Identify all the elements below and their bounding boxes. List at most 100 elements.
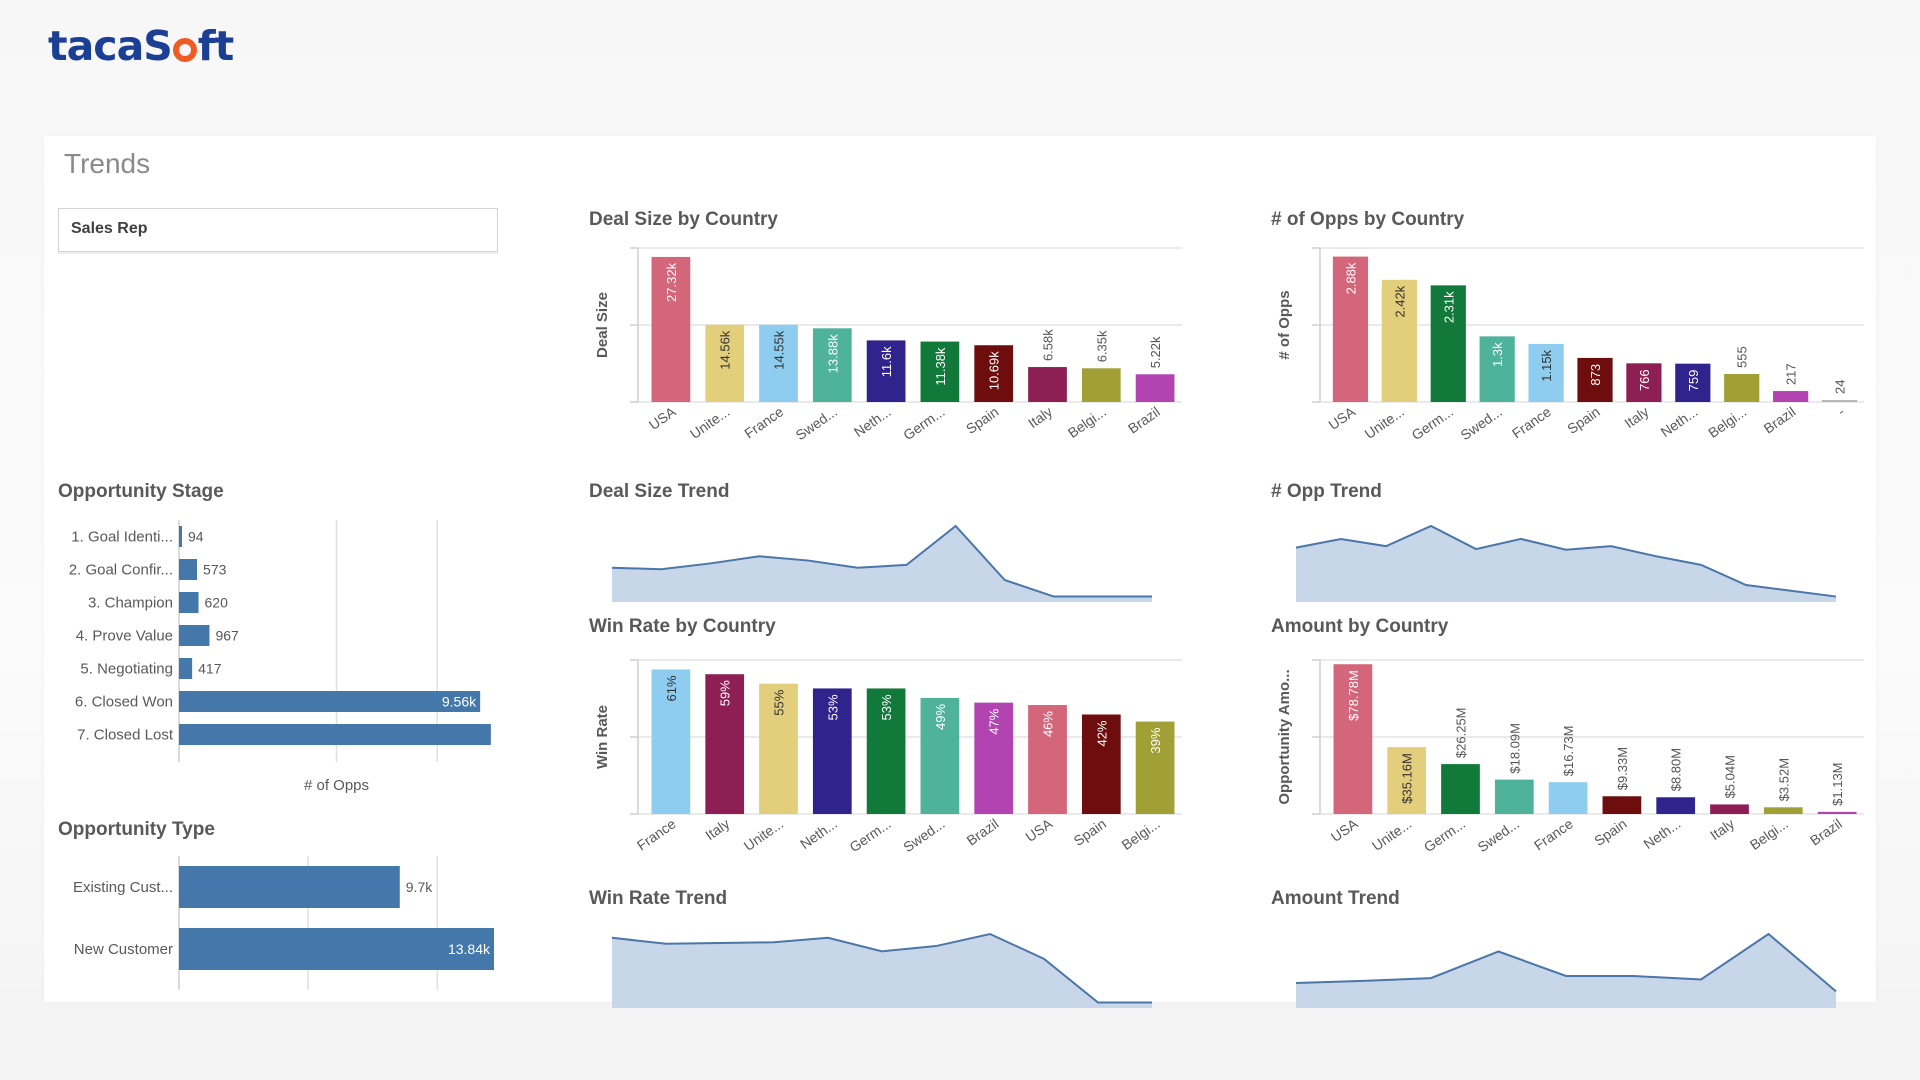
opportunity-type-chart[interactable]: Existing Cust... 9.7k New Customer 13.84k bbox=[58, 854, 518, 994]
data-label: 13.84k bbox=[448, 941, 491, 957]
x-tick-label: Neth... bbox=[1640, 815, 1683, 852]
data-label: 14.55k bbox=[772, 330, 787, 370]
bar-6 bbox=[920, 341, 960, 402]
data-label: 11.38k bbox=[933, 347, 948, 386]
bar-6 bbox=[179, 691, 481, 712]
opps-by-country-chart[interactable]: # of Opps 2.88k USA 2.42k Unite... 2.31k Germ.… bbox=[1268, 236, 1868, 450]
data-label: 555 bbox=[1735, 346, 1750, 368]
data-label: $5.04M bbox=[1723, 755, 1738, 798]
sales-rep-filter[interactable]: Sales Rep bbox=[58, 208, 498, 252]
data-label: $78.78M bbox=[1346, 670, 1361, 721]
x-tick-label: USA bbox=[1325, 403, 1358, 433]
x-tick-label: Brazil bbox=[1125, 403, 1163, 436]
category-label: Existing Cust... bbox=[73, 879, 173, 896]
x-tick-label: Belgi... bbox=[1747, 815, 1791, 853]
data-label: $35.16M bbox=[1400, 753, 1415, 804]
data-label: $18.09M bbox=[1507, 723, 1522, 774]
bar-1 bbox=[651, 256, 691, 402]
data-label: 5.22k bbox=[1148, 336, 1163, 368]
opportunity-stage-chart[interactable]: 1. Goal Identi... 94 2. Goal Confir... 573 3… bbox=[58, 518, 518, 808]
trend-line bbox=[1295, 524, 1837, 598]
logo-ring-icon bbox=[172, 38, 197, 62]
x-tick-label: Italy bbox=[1707, 815, 1737, 843]
opp-trend-chart[interactable] bbox=[1295, 516, 1844, 602]
opportunity-type-title: Opportunity Type bbox=[58, 819, 215, 840]
data-label: 24 bbox=[1833, 380, 1848, 394]
x-tick-label: France bbox=[1509, 403, 1554, 441]
bar-2 bbox=[1381, 279, 1417, 402]
x-tick-label: Germ... bbox=[1409, 403, 1456, 443]
trend-area bbox=[612, 526, 1152, 602]
x-tick-label: Unite... bbox=[687, 403, 733, 442]
x-tick-label: Brazil bbox=[1807, 815, 1845, 848]
x-tick-label: USA bbox=[1328, 815, 1361, 845]
x-tick-label: Brazil bbox=[964, 815, 1002, 848]
deal-size-trend-chart[interactable] bbox=[611, 516, 1160, 602]
deal-size-trend-title: Deal Size Trend bbox=[589, 481, 730, 502]
y-axis-label: # of Opps bbox=[1276, 290, 1293, 359]
x-tick-label: Swed... bbox=[1457, 403, 1504, 443]
x-tick-label: Belgi... bbox=[1065, 403, 1109, 441]
bar-1 bbox=[651, 669, 691, 814]
data-label: 42% bbox=[1094, 720, 1109, 746]
bar-8 bbox=[1028, 705, 1067, 814]
filter-label: Sales Rep bbox=[71, 220, 148, 237]
data-label: 53% bbox=[825, 694, 840, 720]
category-label: 6. Closed Won bbox=[75, 694, 173, 711]
data-label: 61% bbox=[664, 675, 679, 701]
y-axis-label: Win Rate bbox=[594, 705, 611, 769]
data-label: 967 bbox=[215, 628, 239, 644]
bar-2 bbox=[179, 928, 494, 970]
data-label: $16.73M bbox=[1561, 726, 1576, 777]
bar-5 bbox=[866, 340, 906, 402]
bar-3 bbox=[759, 683, 798, 814]
data-label: 11.6k bbox=[879, 346, 894, 377]
data-label: 217 bbox=[1784, 363, 1799, 385]
y-axis-label: Deal Size bbox=[594, 292, 611, 358]
x-tick-label: Unite... bbox=[1362, 403, 1408, 442]
data-label: 2.42k bbox=[1392, 285, 1407, 317]
win-rate-trend-chart[interactable] bbox=[611, 924, 1160, 1008]
bar-2 bbox=[705, 324, 745, 402]
x-tick-label: USA bbox=[1022, 815, 1055, 845]
category-label: 3. Champion bbox=[88, 595, 173, 612]
bar-9 bbox=[1763, 807, 1803, 814]
bar-8 bbox=[1710, 804, 1749, 814]
bar-4 bbox=[812, 688, 852, 814]
data-label: 14.56k bbox=[718, 330, 733, 370]
bar-6 bbox=[1577, 357, 1613, 402]
bar-4 bbox=[1479, 336, 1515, 402]
x-tick-label: Germ... bbox=[900, 403, 947, 443]
amount-trend-chart[interactable] bbox=[1295, 924, 1844, 1008]
opps-by-country-title: # of Opps by Country bbox=[1271, 209, 1465, 230]
data-label: 39% bbox=[1148, 727, 1163, 753]
x-tick-label: France bbox=[1531, 815, 1576, 853]
bar-2 bbox=[1387, 747, 1427, 814]
trend-area bbox=[1296, 526, 1836, 602]
bar-3 bbox=[1430, 285, 1466, 402]
amount-by-country-title: Amount by Country bbox=[1271, 616, 1449, 637]
x-tick-label: Spain bbox=[1564, 403, 1603, 437]
amount-by-country-chart[interactable]: Opportunity Amo... $78.78M USA $35.16M Unite… bbox=[1268, 648, 1868, 862]
opp-trend-title: # Opp Trend bbox=[1271, 481, 1382, 502]
x-tick-label: France bbox=[634, 815, 679, 853]
x-tick-label: Swed... bbox=[900, 815, 947, 855]
deal-size-by-country-chart[interactable]: Deal Size 27.32k USA 14.56k Unite... 14.55k Fr… bbox=[586, 236, 1186, 450]
bar-5 bbox=[1528, 343, 1564, 402]
data-label: 6.35k bbox=[1094, 330, 1109, 362]
x-tick-label: Spain bbox=[963, 403, 1002, 437]
data-label: $3.52M bbox=[1776, 758, 1791, 801]
data-label: 766 bbox=[1637, 369, 1652, 391]
x-tick-label: Spain bbox=[1591, 815, 1630, 849]
data-label: $8.80M bbox=[1669, 748, 1684, 791]
category-label: 1. Goal Identi... bbox=[71, 529, 173, 546]
data-label: 6.58k bbox=[1041, 329, 1056, 361]
bar-2 bbox=[705, 674, 745, 814]
category-label: New Customer bbox=[74, 941, 173, 958]
win-rate-by-country-chart[interactable]: Win Rate 61% France 59% Italy 55% Unite... 53% N… bbox=[586, 648, 1186, 862]
bar-10 bbox=[1817, 811, 1857, 814]
x-tick-label: Italy bbox=[1621, 403, 1651, 431]
bar-1 bbox=[1333, 664, 1373, 814]
x-tick-label: Unite... bbox=[741, 815, 787, 854]
x-tick-label: Neth... bbox=[797, 815, 840, 852]
